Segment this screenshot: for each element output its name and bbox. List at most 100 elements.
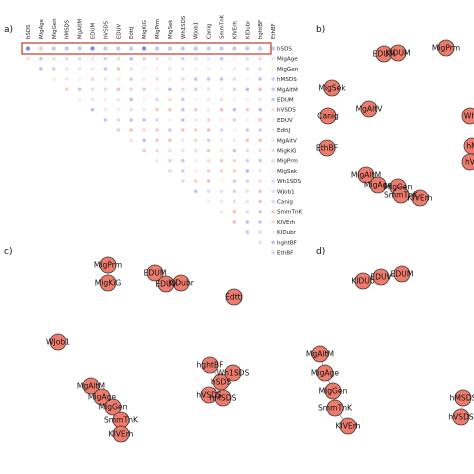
row-label: EDUV [277,118,293,124]
matrix-cell [258,56,263,61]
matrix-cell [219,87,224,92]
matrix-cell [90,56,95,61]
column-label: EDUM [91,22,97,39]
matrix-cell [155,128,159,132]
node-label: Canig [317,112,339,121]
network-node [369,176,387,194]
matrix-cell [64,67,69,71]
matrix-cell [116,118,121,122]
matrix-cell [193,107,198,112]
node-label: EthBF [316,144,338,153]
column-labels: hSDS MigAge MigGen hMSDS MgAltM EDUM hVSDS EDUV… [26,14,277,39]
matrix-cell [206,138,211,143]
node-label: WJob1 [46,338,70,347]
column-label: Wh1SDS [181,15,187,39]
matrix-cell [116,77,121,81]
matrix-cell [193,46,198,51]
matrix-cell [129,128,133,132]
matrix-cell [64,56,69,61]
matrix-cell [271,87,275,92]
matrix-cell [116,87,121,92]
column-label: SmmTnK [220,14,226,39]
column-label: Canig [207,24,213,39]
matrix-cell [155,148,159,153]
row-label: hghtBF [277,240,297,246]
matrix-cell [168,97,172,102]
network-node [99,256,117,274]
matrix-cell [39,56,43,61]
matrix-cell [245,87,250,92]
row-label: MigPrm [277,159,298,165]
node-label: Wh [464,112,474,121]
node-label: SmmTnK [384,191,419,200]
matrix-cell [168,169,172,173]
column-label: MigSek [168,19,174,39]
matrix-cell [77,77,82,81]
matrix-cell [193,77,198,81]
node-label: EDUV [370,273,392,282]
matrix-cell [168,128,172,132]
column-label: WJob1 [194,22,200,39]
matrix-cell [155,56,159,61]
matrix-cell [245,107,250,112]
matrix-cell [116,107,121,112]
matrix-cell [142,67,146,71]
network-node [99,274,117,292]
matrix-cell [206,97,211,102]
matrix-cell [245,179,250,183]
matrix-cell [219,56,224,61]
column-label: hghtBF [258,20,264,39]
panel-d-label: d) [316,247,325,257]
matrix-cell [181,107,185,112]
matrix-cell [129,107,133,112]
matrix-cell [206,46,211,51]
matrix-cell [258,220,263,224]
node-label: EDUM [144,269,167,278]
matrix-cell [193,169,198,173]
matrix-cell [142,107,146,112]
matrix-cell [129,56,133,61]
highlight-row-box [21,42,272,55]
matrix-cell [142,138,146,143]
matrix-cell [232,179,237,183]
column-label: hSDS [26,24,32,39]
matrix-cell [206,77,211,81]
matrix-cell [245,158,250,163]
matrix-cell [258,128,263,132]
matrix-cell [271,199,275,204]
matrix-cell [271,240,275,245]
network-node [389,44,407,62]
matrix-cell [232,199,237,204]
network-node [392,186,410,204]
network-node [318,139,336,157]
matrix-cell [245,77,250,81]
matrix-cell [77,97,82,102]
matrix-cell [142,118,146,122]
column-label: MigPrm [155,19,161,39]
matrix-cell [258,240,263,245]
node-label: MigPrm [94,261,122,270]
matrix-cell [271,148,275,153]
matrix-cell [232,138,237,143]
node-label: EDUM [373,50,396,59]
matrix-cell [103,107,108,112]
node-label: KIVErh [407,194,432,203]
matrix-cell [245,189,250,194]
matrix-cell [232,209,237,214]
matrix-cell [219,97,224,102]
node-label: SmmTnK [318,404,353,413]
network-node [354,272,372,290]
network-node [319,107,337,125]
matrix-cell [103,97,108,102]
network-node [323,79,341,97]
panel-c-label: c) [4,247,12,257]
matrix-cell [155,97,159,102]
matrix-cell [219,169,224,173]
matrix-cell [141,46,147,51]
matrix-cell [245,128,250,132]
node-label: hVSDS [448,413,474,422]
column-label: MgAltM [78,19,84,39]
matrix-cell [271,97,275,102]
matrix-cell [232,56,237,61]
network-node [112,425,130,443]
